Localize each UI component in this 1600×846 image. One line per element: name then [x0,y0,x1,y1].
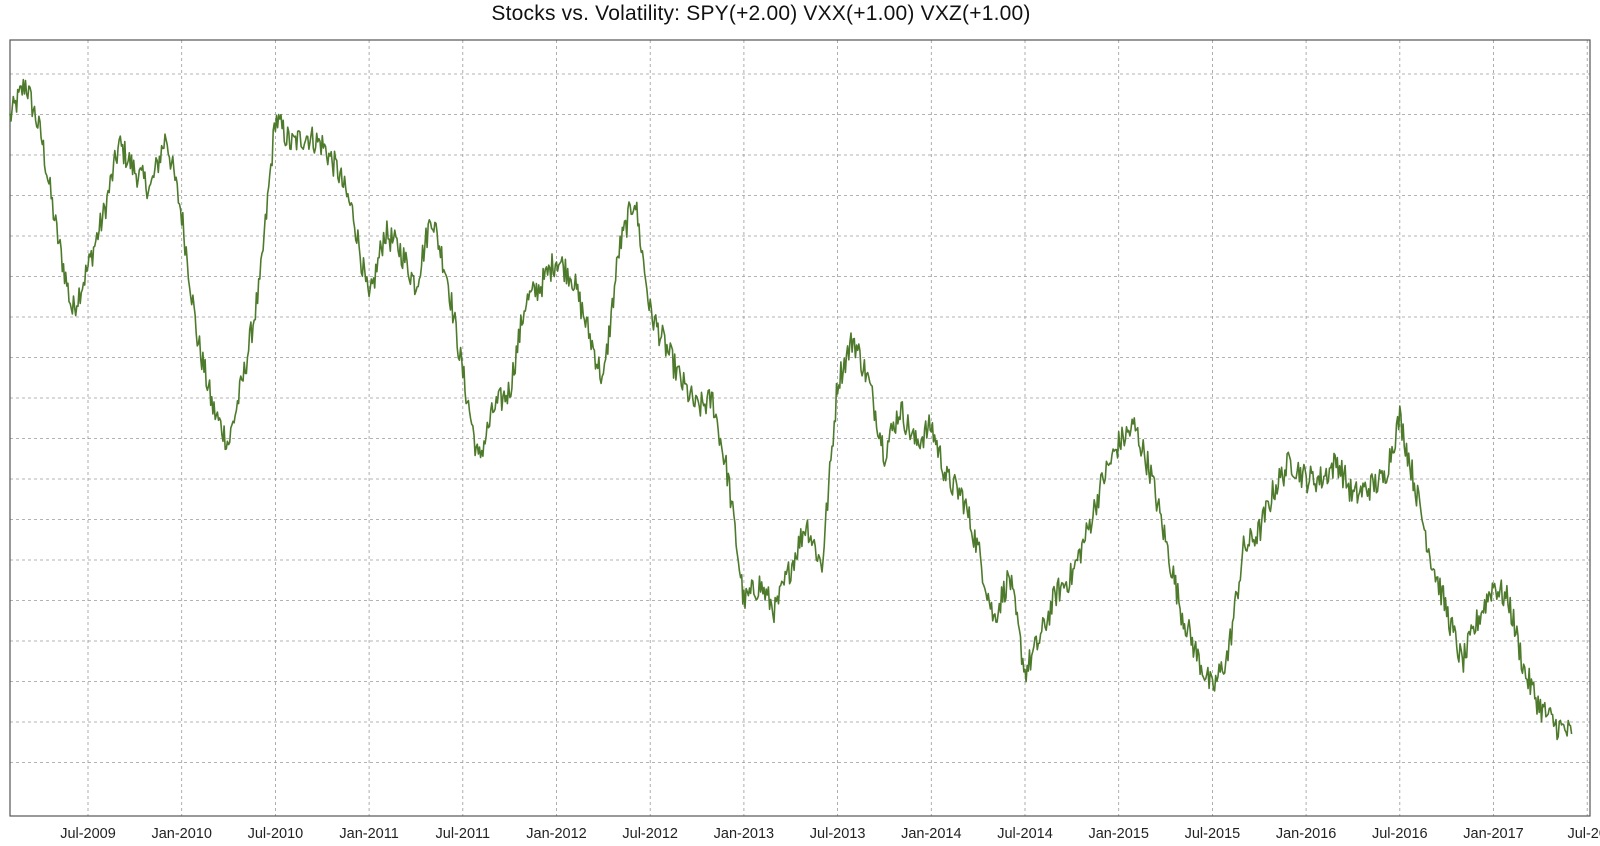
x-tick-label: Jan-2014 [901,826,961,842]
grid-lines [10,40,1590,816]
x-axis: Jul-2009 Jan-2010 Jul-2010 Jan-2011 Jul-2011… [60,826,1600,842]
x-tick-label: Jul-2011 [436,826,491,842]
x-tick-label: Jan-2017 [1463,826,1523,842]
x-tick-label: Jul-2015 [1185,826,1241,842]
x-tick-label: Jul-2014 [997,826,1053,842]
x-tick-label: Jul-2016 [1372,826,1428,842]
series-line [9,78,1573,741]
x-tick-label: Jul-2009 [60,826,116,842]
x-tick-label: Jul-20 [1567,826,1600,842]
x-tick-label: Jan-2012 [526,826,586,842]
plot-frame [9,39,1591,817]
chart-title: Stocks vs. Volatility: SPY(+2.00) VXX(+1… [491,2,1031,25]
x-tick-label: Jan-2010 [151,826,211,842]
x-tick-label: Jul-2012 [622,826,678,842]
x-tick-label: Jan-2015 [1088,826,1148,842]
x-tick-label: Jul-2010 [248,826,304,842]
series-layer [9,78,1573,741]
x-tick-label: Jul-2013 [810,826,866,842]
x-tick-label: Jan-2016 [1276,826,1336,842]
x-tick-label: Jan-2013 [714,826,774,842]
x-tick-label: Jan-2011 [339,826,398,842]
